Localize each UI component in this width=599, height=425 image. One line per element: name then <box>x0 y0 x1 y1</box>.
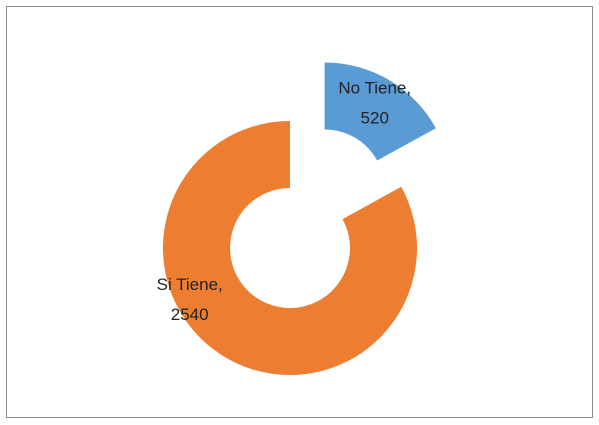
data-label-line: Si Tiene, <box>157 276 223 295</box>
donut-segment <box>162 121 417 375</box>
donut-segment <box>324 62 436 161</box>
data-label-line: 2540 <box>171 306 209 325</box>
data-label-line: No Tiene, <box>338 79 411 98</box>
data-label: Si Tiene, 2540 <box>157 276 223 325</box>
data-label-line: 520 <box>361 109 389 128</box>
data-label: No Tiene, 520 <box>338 79 411 128</box>
